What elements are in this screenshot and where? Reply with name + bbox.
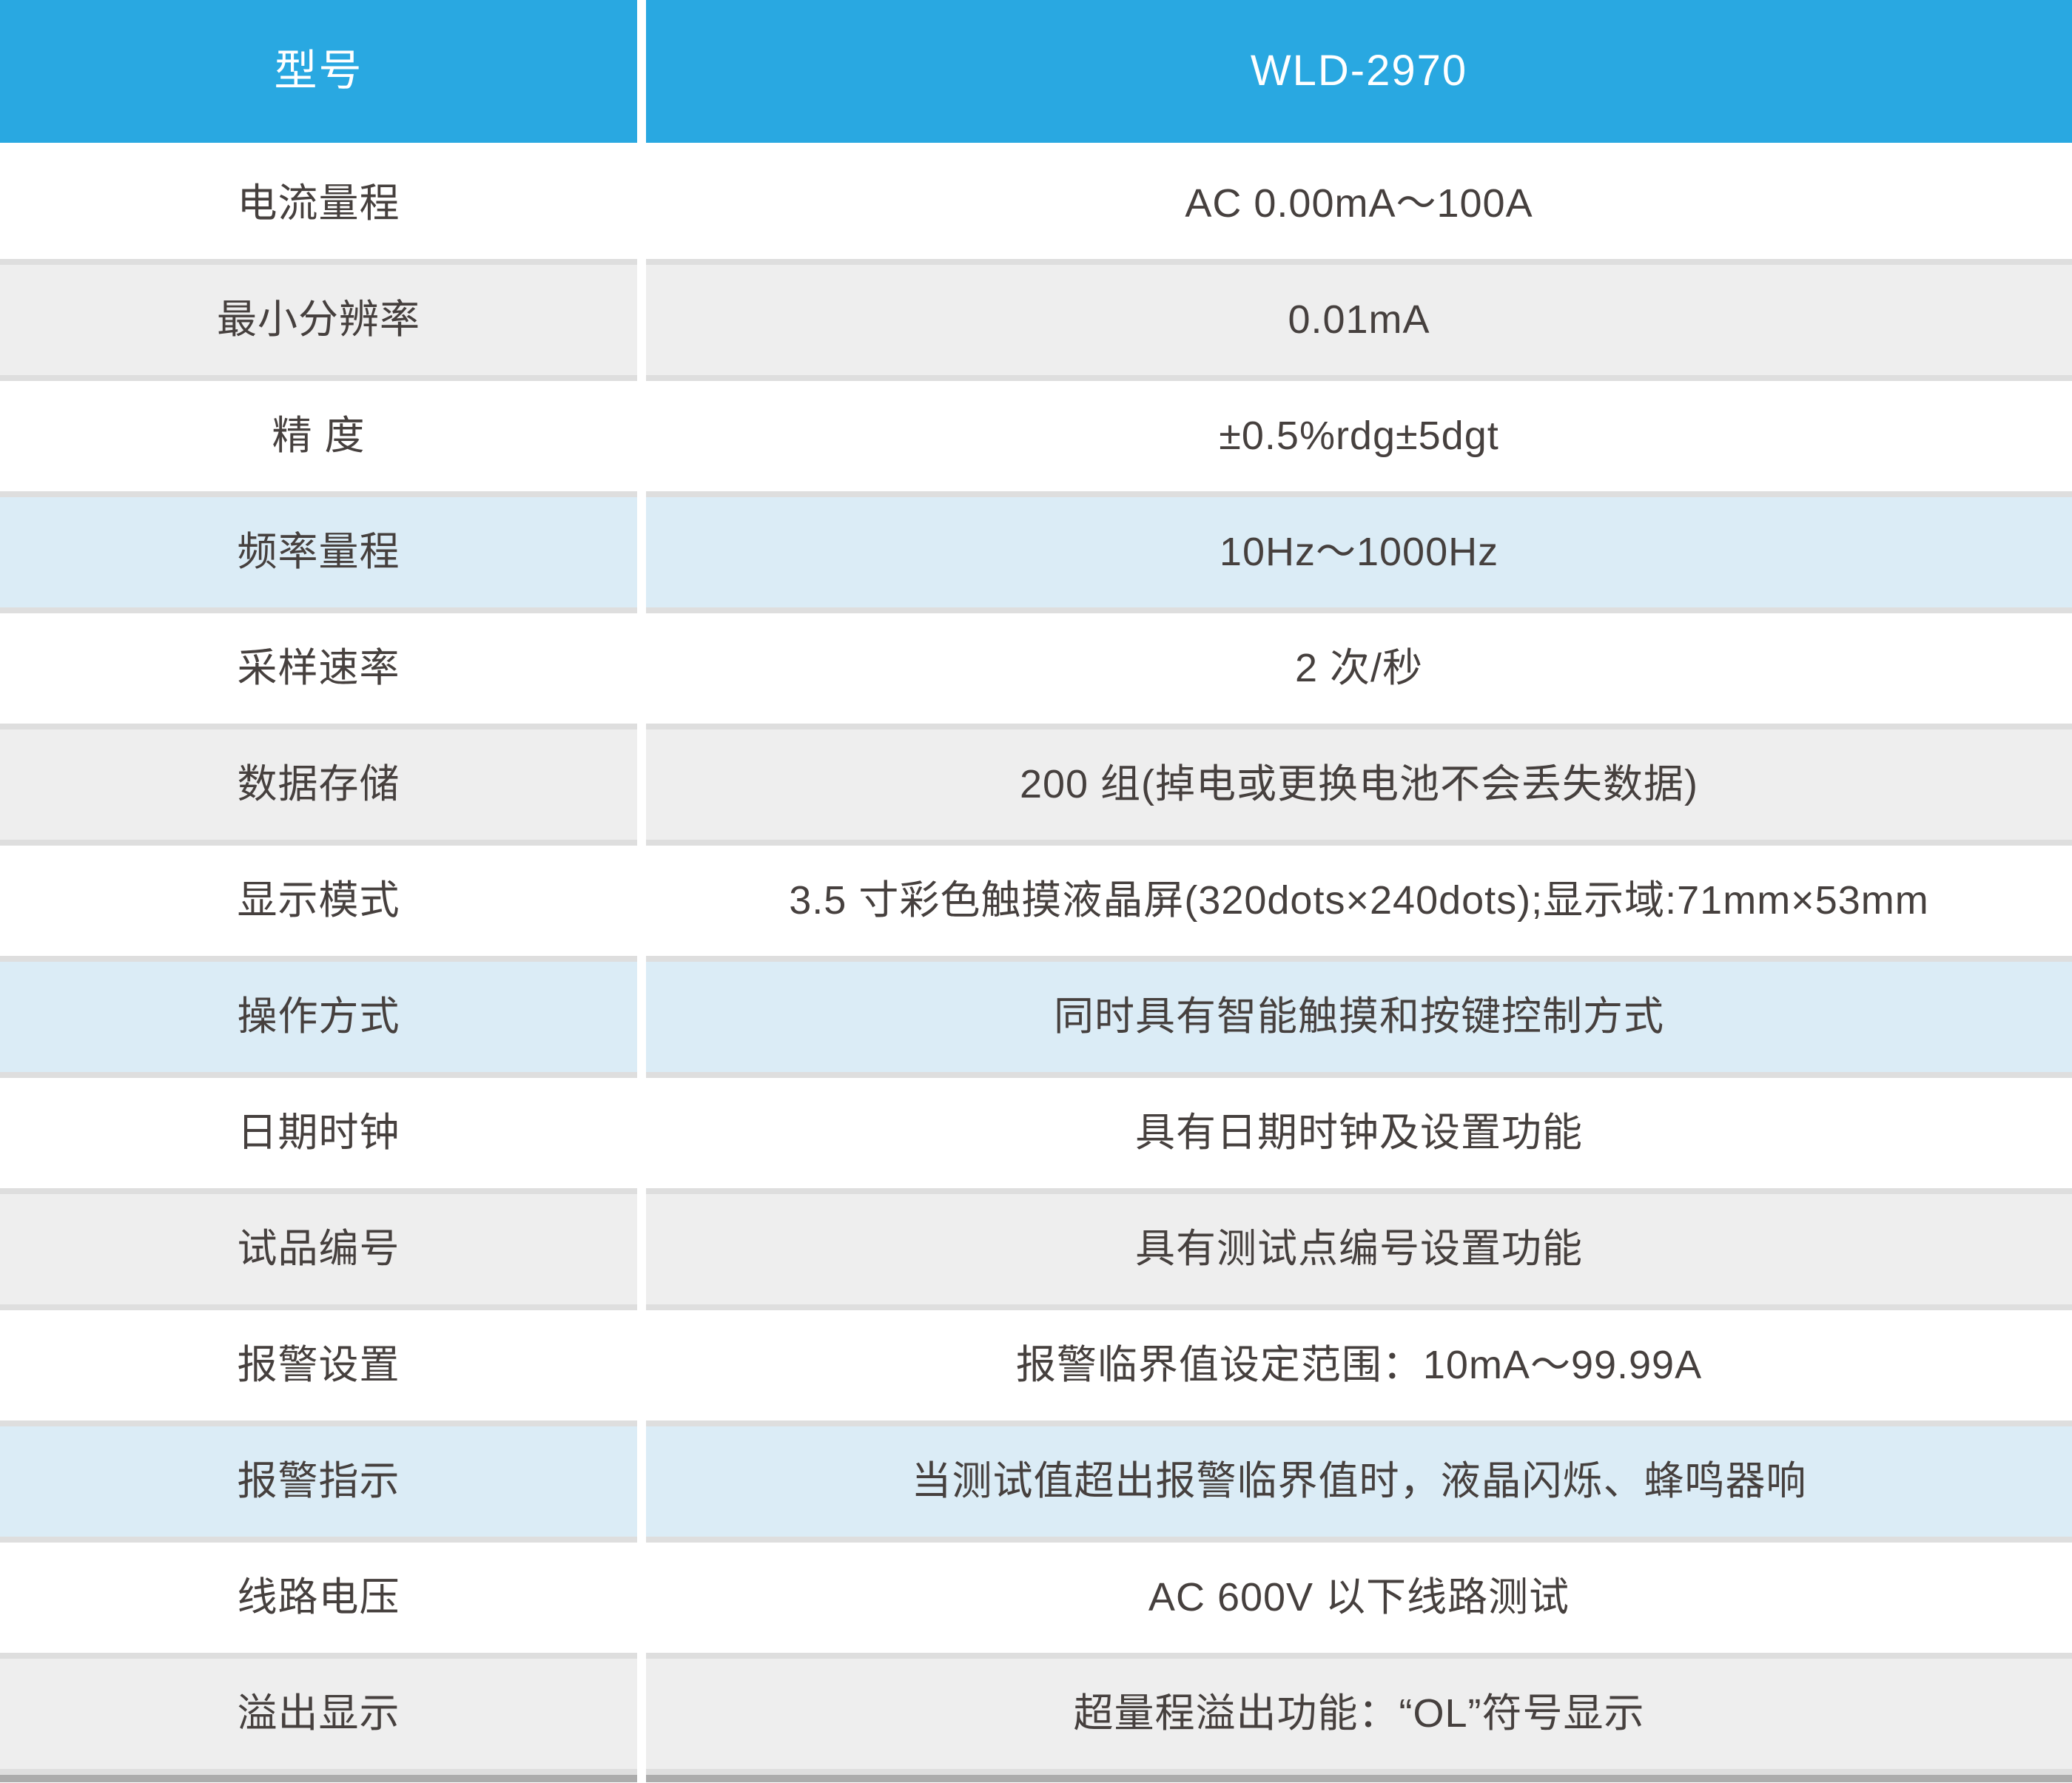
spec-label: 采样速率 (237, 645, 400, 690)
model-header-label: 型号 (274, 47, 363, 95)
spec-value: 具有日期时钟及设置功能 (1135, 1110, 1583, 1155)
spec-value-cell: ±0.5%rdg±5dgt (646, 381, 2072, 497)
spec-row: 显示模式 3.5 寸彩色触摸液晶屏(320dots×240dots);显示域:7… (0, 846, 2072, 962)
spec-value: 报警临界值设定范围：10mA～99.99A (1015, 1342, 1703, 1387)
column-gap (637, 1426, 646, 1543)
spec-value-cell: 具有日期时钟及设置功能 (646, 1078, 2072, 1194)
spec-label-cell: 试品编号 (0, 1194, 637, 1310)
spec-value: 200 组(掉电或更换电池不会丢失数据) (1019, 761, 1699, 806)
column-gap (637, 846, 646, 962)
spec-label: 频率量程 (237, 529, 400, 574)
spec-row: 日期时钟 具有日期时钟及设置功能 (0, 1078, 2072, 1194)
spec-label-cell: 精 度 (0, 381, 637, 497)
spec-row: 报警设置 报警临界值设定范围：10mA～99.99A (0, 1310, 2072, 1426)
bottom-bar-right (646, 1775, 2072, 1782)
spec-label: 精 度 (272, 413, 366, 458)
spec-row: 精 度 ±0.5%rdg±5dgt (0, 381, 2072, 497)
spec-value: AC 0.00mA～100A (1185, 181, 1533, 226)
spec-value-cell: 0.01mA (646, 265, 2072, 381)
spec-label: 电流量程 (237, 181, 400, 226)
column-gap (637, 149, 646, 265)
spec-row: 溢出显示 超量程溢出功能：“OL”符号显示 (0, 1659, 2072, 1775)
column-gap (637, 0, 646, 149)
spec-value: 0.01mA (1288, 297, 1430, 342)
column-gap (637, 729, 646, 846)
column-gap (637, 1775, 646, 1782)
spec-label-cell: 最小分辨率 (0, 265, 637, 381)
column-gap (637, 497, 646, 613)
spec-row: 操作方式 同时具有智能触摸和按键控制方式 (0, 962, 2072, 1078)
spec-label: 溢出显示 (237, 1691, 400, 1736)
spec-row: 采样速率 2 次/秒 (0, 613, 2072, 729)
spec-value: 2 次/秒 (1294, 645, 1424, 690)
spec-row: 线路电压 AC 600V 以下线路测试 (0, 1543, 2072, 1659)
spec-label: 报警设置 (237, 1342, 400, 1387)
spec-label: 报警指示 (237, 1458, 400, 1503)
spec-value: AC 600V 以下线路测试 (1148, 1574, 1570, 1619)
model-value-header-cell: WLD-2970 (646, 0, 2072, 149)
spec-label: 线路电压 (237, 1574, 400, 1619)
column-gap (637, 1194, 646, 1310)
spec-row: 最小分辨率 0.01mA (0, 265, 2072, 381)
spec-label: 最小分辨率 (217, 297, 420, 342)
spec-value-cell: 200 组(掉电或更换电池不会丢失数据) (646, 729, 2072, 846)
spec-label: 日期时钟 (237, 1110, 400, 1155)
spec-label-cell: 显示模式 (0, 846, 637, 962)
spec-value-cell: 具有测试点编号设置功能 (646, 1194, 2072, 1310)
spec-label-cell: 日期时钟 (0, 1078, 637, 1194)
spec-value: ±0.5%rdg±5dgt (1219, 413, 1499, 458)
spec-value-cell: 10Hz～1000Hz (646, 497, 2072, 613)
spec-value-cell: AC 0.00mA～100A (646, 149, 2072, 265)
column-gap (637, 265, 646, 381)
spec-label-cell: 溢出显示 (0, 1659, 637, 1775)
column-gap (637, 1078, 646, 1194)
spec-value-cell: AC 600V 以下线路测试 (646, 1543, 2072, 1659)
spec-row: 数据存储 200 组(掉电或更换电池不会丢失数据) (0, 729, 2072, 846)
spec-label-cell: 报警设置 (0, 1310, 637, 1426)
spec-label-cell: 采样速率 (0, 613, 637, 729)
spec-value-cell: 3.5 寸彩色触摸液晶屏(320dots×240dots);显示域:71mm×5… (646, 846, 2072, 962)
spec-label: 显示模式 (237, 877, 400, 923)
spec-value: 同时具有智能触摸和按键控制方式 (1054, 994, 1664, 1039)
spec-value: 超量程溢出功能：“OL”符号显示 (1073, 1691, 1645, 1736)
spec-value: 10Hz～1000Hz (1219, 529, 1499, 574)
spec-label-cell: 报警指示 (0, 1426, 637, 1543)
spec-label-cell: 数据存储 (0, 729, 637, 846)
spec-value-cell: 2 次/秒 (646, 613, 2072, 729)
column-gap (637, 1310, 646, 1426)
spec-row: 频率量程 10Hz～1000Hz (0, 497, 2072, 613)
spec-row: 电流量程 AC 0.00mA～100A (0, 149, 2072, 265)
spec-label: 操作方式 (237, 994, 400, 1039)
spec-label-cell: 线路电压 (0, 1543, 637, 1659)
spec-value: 当测试值超出报警临界值时，液晶闪烁、蜂鸣器响 (911, 1458, 1807, 1503)
spec-label-cell: 电流量程 (0, 149, 637, 265)
bottom-bar-left (0, 1775, 637, 1782)
column-gap (637, 962, 646, 1078)
spec-label: 数据存储 (237, 761, 400, 806)
spec-row: 试品编号 具有测试点编号设置功能 (0, 1194, 2072, 1310)
column-gap (637, 613, 646, 729)
table-header-row: 型号 WLD-2970 (0, 0, 2072, 149)
model-header-cell: 型号 (0, 0, 637, 149)
spec-value-cell: 报警临界值设定范围：10mA～99.99A (646, 1310, 2072, 1426)
spec-rows: 电流量程 AC 0.00mA～100A 最小分辨率 0.01mA 精 度 ±0.… (0, 149, 2072, 1775)
column-gap (637, 1543, 646, 1659)
column-gap (637, 381, 646, 497)
column-gap (637, 1659, 646, 1775)
spec-label: 试品编号 (237, 1226, 400, 1271)
spec-row: 报警指示 当测试值超出报警临界值时，液晶闪烁、蜂鸣器响 (0, 1426, 2072, 1543)
spec-value-cell: 超量程溢出功能：“OL”符号显示 (646, 1659, 2072, 1775)
spec-label-cell: 操作方式 (0, 962, 637, 1078)
spec-label-cell: 频率量程 (0, 497, 637, 613)
model-value-label: WLD-2970 (1250, 47, 1468, 95)
spec-value-cell: 同时具有智能触摸和按键控制方式 (646, 962, 2072, 1078)
spec-value: 3.5 寸彩色触摸液晶屏(320dots×240dots);显示域:71mm×5… (789, 877, 1929, 923)
spec-value: 具有测试点编号设置功能 (1135, 1226, 1583, 1271)
table-bottom-bar (0, 1775, 2072, 1782)
spec-value-cell: 当测试值超出报警临界值时，液晶闪烁、蜂鸣器响 (646, 1426, 2072, 1543)
